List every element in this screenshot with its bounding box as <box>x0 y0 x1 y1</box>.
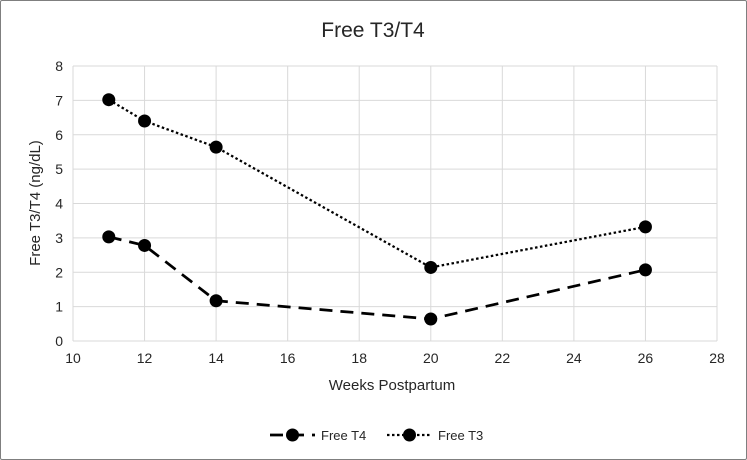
data-point-free-t3 <box>102 93 116 107</box>
data-point-free-t3 <box>638 220 652 234</box>
data-point-free-t4 <box>209 294 223 308</box>
x-tick-label: 24 <box>566 350 582 366</box>
y-tick-label: 1 <box>55 299 63 315</box>
y-tick-label: 0 <box>55 333 63 349</box>
legend-swatch-marker <box>286 428 299 442</box>
data-point-free-t3 <box>209 140 223 154</box>
data-point-free-t4 <box>102 230 116 244</box>
x-tick-label: 12 <box>137 350 153 366</box>
y-tick-label: 2 <box>55 264 63 280</box>
y-tick-label: 6 <box>55 127 63 143</box>
series <box>102 93 652 326</box>
legend-item-free-t3: Free T3 <box>387 428 483 443</box>
y-tick-label: 5 <box>55 161 63 177</box>
x-tick-label: 10 <box>65 350 81 366</box>
legend-item-free-t4: Free T4 <box>270 428 366 443</box>
series-free-t3 <box>102 93 652 274</box>
legend-swatch-marker <box>403 428 416 442</box>
legend-label: Free T3 <box>438 428 483 443</box>
data-point-free-t4 <box>424 312 438 326</box>
legend: Free T4 Free T3 <box>270 428 483 443</box>
chart-title: Free T3/T4 <box>321 19 425 42</box>
x-tick-label: 26 <box>638 350 654 366</box>
series-free-t4 <box>102 230 652 326</box>
x-axis-title: Weeks Postpartum <box>329 377 455 394</box>
y-tick-label: 4 <box>55 196 63 212</box>
series-line-free-t3 <box>108 98 646 269</box>
y-tick-label: 7 <box>55 92 63 108</box>
data-point-free-t3 <box>424 260 438 274</box>
legend-label: Free T4 <box>321 428 366 443</box>
x-tick-label: 28 <box>709 350 725 366</box>
x-tick-label: 18 <box>351 350 367 366</box>
data-point-free-t4 <box>638 263 652 277</box>
data-point-free-t3 <box>138 114 152 128</box>
data-point-free-t4 <box>138 238 152 252</box>
y-tick-label: 3 <box>55 230 63 246</box>
x-tick-label: 22 <box>495 350 511 366</box>
y-tick-label: 8 <box>55 58 63 74</box>
x-tick-label: 20 <box>423 350 439 366</box>
grid <box>72 65 718 342</box>
x-tick-label: 14 <box>208 350 224 366</box>
x-tick-label: 16 <box>280 350 296 366</box>
y-axis-title: Free T3/T4 (ng/dL) <box>27 140 44 266</box>
